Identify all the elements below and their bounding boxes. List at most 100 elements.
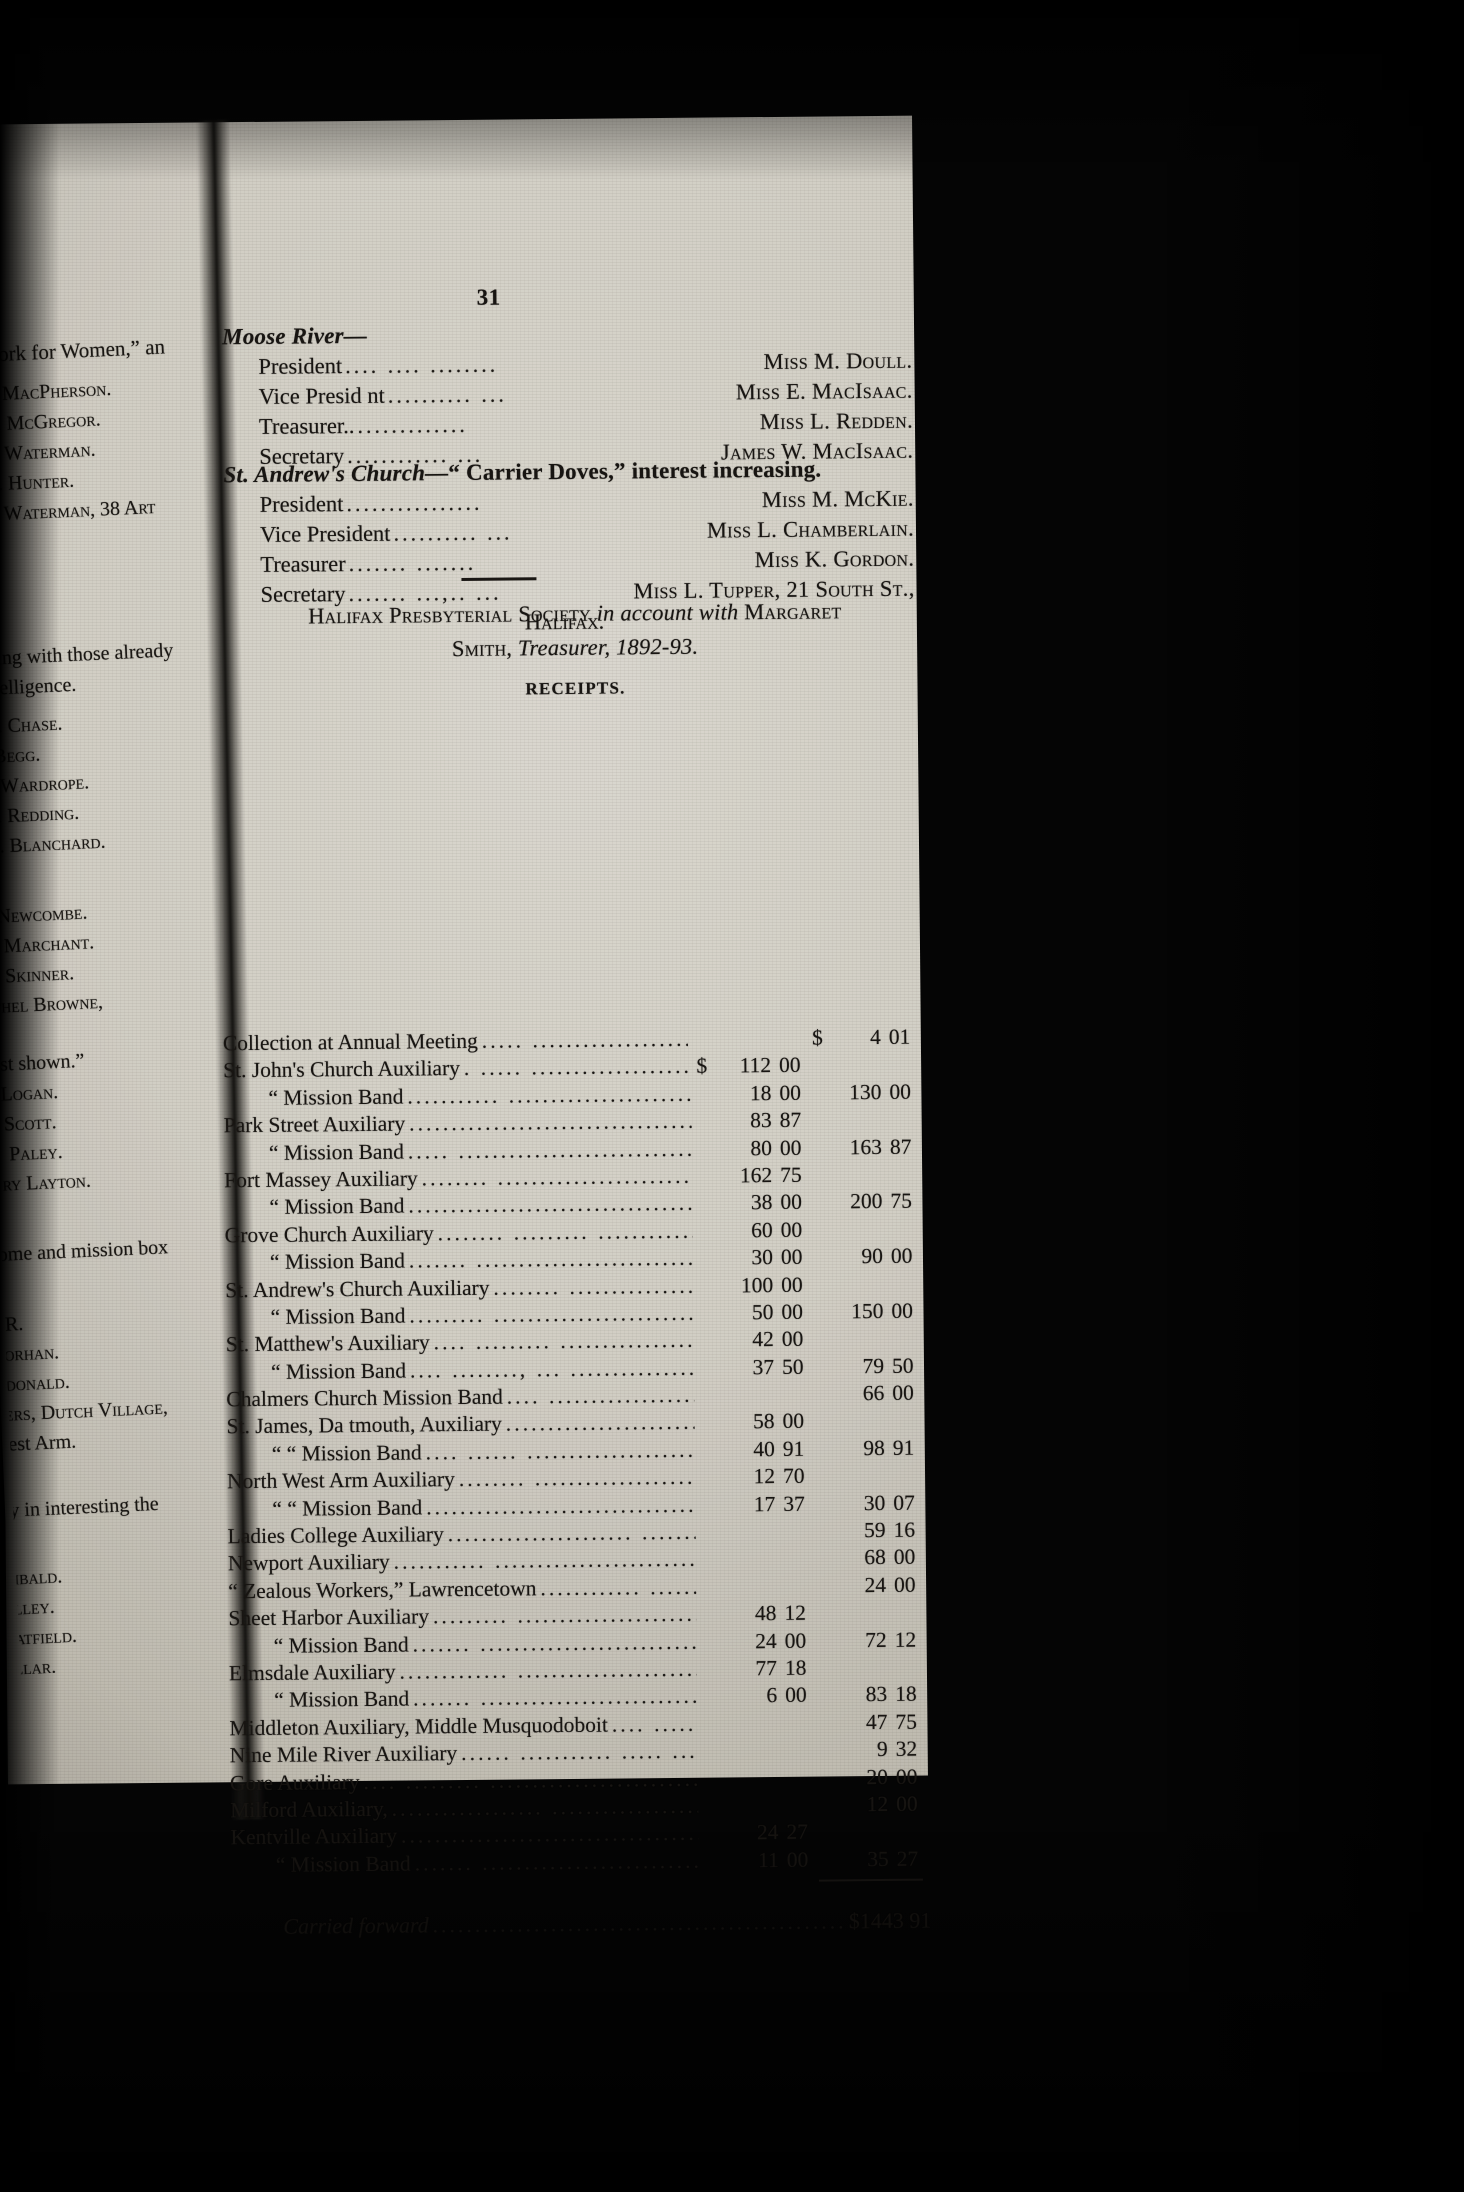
officer-name: Miss L. Chamberlain. [706, 515, 915, 543]
receipt-total: 68 00 [864, 1545, 916, 1570]
section-heading-name: St. Andrew's Church— [223, 460, 449, 488]
leader-dots: ........ ...............................… [493, 1272, 694, 1300]
sum-rule [818, 1878, 923, 1882]
officer-name: Miss M. Doull. [763, 347, 913, 375]
receipt-total [817, 1290, 925, 1291]
receipt-item-label: Ladies College Auxiliary [227, 1522, 444, 1549]
receipt-amount: 60 00 [751, 1217, 803, 1242]
receipt-total [817, 1235, 925, 1236]
leader-dots: ........ ...............................… [458, 1464, 696, 1492]
receipt-total: 200 75 [850, 1189, 913, 1214]
receipt-total: 24 00 [864, 1572, 916, 1597]
account-title-years: Treasurer, 1892-93. [517, 633, 699, 661]
officer-name: Miss M. McKie. [761, 485, 914, 513]
receipt-amount: $112 00 [696, 1053, 801, 1079]
leader-dots: ........ ......... .....................… [437, 1217, 693, 1245]
receipt-total [818, 1345, 926, 1346]
receipt-amount: 24 27 [756, 1820, 809, 1845]
leader-dots: .... ...................................… [506, 1381, 695, 1409]
account-title-phrase: in account with [596, 599, 739, 626]
receipt-item-label: Middleton Auxiliary, Middle Musquodoboit [229, 1712, 608, 1741]
receipt-item-label: Park Street Auxiliary [223, 1111, 406, 1138]
receipt-item-label: “ “ Mission Band [271, 1440, 422, 1466]
receipt-amount: 18 00 [749, 1080, 801, 1106]
receipt-amount: 83 87 [750, 1107, 802, 1133]
receipt-total: 163 87 [849, 1134, 912, 1159]
leader-dots: ....... ................................… [408, 1244, 694, 1273]
officer-role: Treasurer [260, 551, 346, 577]
receipt-amount [702, 1784, 822, 1785]
receipt-item-label: Collection at Annual Meeting [222, 1028, 478, 1056]
receipts-table: Collection at Annual Meeting..... ......… [223, 1024, 932, 1942]
leader-dots: ....... ....... [348, 549, 477, 577]
leader-dots: .... ...... ............................… [425, 1436, 695, 1465]
receipt-item-label: “ Mission Band [269, 1248, 406, 1274]
receipt-amount: 24 00 [755, 1628, 807, 1653]
leader-dots: .... ...................................… [611, 1710, 698, 1737]
leader-dots: ........... ............................… [407, 1080, 692, 1109]
receipt-total: 130 00 [849, 1079, 911, 1105]
receipt-item-label: Milford Auxiliary, [230, 1796, 388, 1823]
leader-dots: .......... ... [393, 519, 513, 546]
officer-role: President [259, 491, 344, 517]
section-heading: St. Andrew's Church—“ Carrier Doves,” in… [223, 456, 913, 489]
leader-dots: .... ......... .........................… [363, 1765, 699, 1794]
receipt-total: 98 91 [863, 1435, 915, 1461]
receipt-amount [698, 1401, 818, 1402]
receipt-item-label: “ Mission Band [270, 1358, 407, 1384]
receipt-total [815, 1071, 923, 1072]
account-treasurer-first: Margaret [738, 598, 842, 625]
receipt-total: 12 00 [866, 1791, 918, 1817]
receipt-amount [702, 1811, 822, 1812]
receipt-total: 72 12 [865, 1627, 917, 1652]
leader-dots: ....... ................................… [412, 1628, 697, 1657]
officer-name: Miss K. Gordon. [754, 545, 915, 573]
account-treasurer-last: Smith, [451, 635, 519, 662]
receipt-item-label: “ Mission Band [269, 1193, 405, 1220]
account-society-name: Halifax Presbyterial Society [308, 600, 597, 629]
page-content: 31 Moose River— President .... .... ....… [0, 116, 931, 1939]
receipt-total: 90 00 [861, 1243, 913, 1269]
receipt-total: 35 27 [867, 1846, 919, 1871]
officer-role: Vice Presid nt [258, 382, 385, 409]
leader-dots: ........................................… [409, 1107, 692, 1136]
receipt-total: 66 00 [862, 1380, 914, 1406]
leader-dots: . ..... ................................… [463, 1053, 692, 1081]
receipt-amount: 50 00 [751, 1299, 804, 1325]
receipt-amount [700, 1565, 820, 1566]
receipt-total: 59 16 [863, 1517, 916, 1543]
officer-role: Vice President [259, 520, 391, 547]
carried-forward-label: Carried forward [283, 1912, 429, 1939]
receipt-item-label: Grove Church Auxiliary [224, 1221, 434, 1248]
receipt-amount: 42 00 [752, 1327, 804, 1352]
leader-dots: ........... ............................… [393, 1546, 696, 1575]
receipt-item-label: “ Zealous Workers,” Lawrencetown [228, 1576, 537, 1604]
receipt-amount [692, 1045, 812, 1046]
receipt-amount: 12 70 [753, 1463, 805, 1489]
receipt-total: $4 01 [811, 1024, 911, 1050]
receipt-item-label: “ Mission Band [268, 1139, 405, 1165]
receipt-total: 30 07 [863, 1490, 915, 1515]
receipt-total: 20 00 [866, 1764, 918, 1789]
receipt-total [816, 1126, 924, 1127]
receipt-item-label: Nine Mile River Auxiliary [229, 1741, 458, 1768]
account-title: Halifax Presbyterial Society in account … [225, 594, 926, 703]
leader-dots: .... ......... .........................… [433, 1327, 694, 1355]
receipt-item-label: St. James, Da tmouth, Auxiliary [226, 1412, 502, 1439]
receipts-heading: RECEIPTS. [525, 678, 626, 699]
receipt-total: 47 75 [865, 1709, 918, 1734]
receipt-amount: 38 00 [750, 1190, 803, 1215]
leader-dots: ........................................… [400, 1820, 699, 1848]
leader-dots: ........................................… [432, 1909, 845, 1938]
account-title-line-2: Smith, Treasurer, 1892-93. [225, 628, 925, 669]
receipt-total [820, 1619, 928, 1620]
receipt-item-label: “ “ Mission Band [272, 1495, 423, 1521]
receipt-item-label: Kentville Auxiliary [230, 1823, 398, 1850]
leader-dots: .... .... ........ [345, 351, 499, 379]
leader-dots: ...... ........... ..... ...............… [461, 1737, 698, 1766]
leader-dots: .......... ... [387, 381, 507, 408]
receipt-item-label: Sheet Harbor Auxiliary [228, 1604, 430, 1631]
leader-dots: ......... ..............................… [432, 1600, 697, 1629]
leader-dots: ............. ..........................… [399, 1655, 698, 1684]
receipt-total [816, 1181, 924, 1182]
